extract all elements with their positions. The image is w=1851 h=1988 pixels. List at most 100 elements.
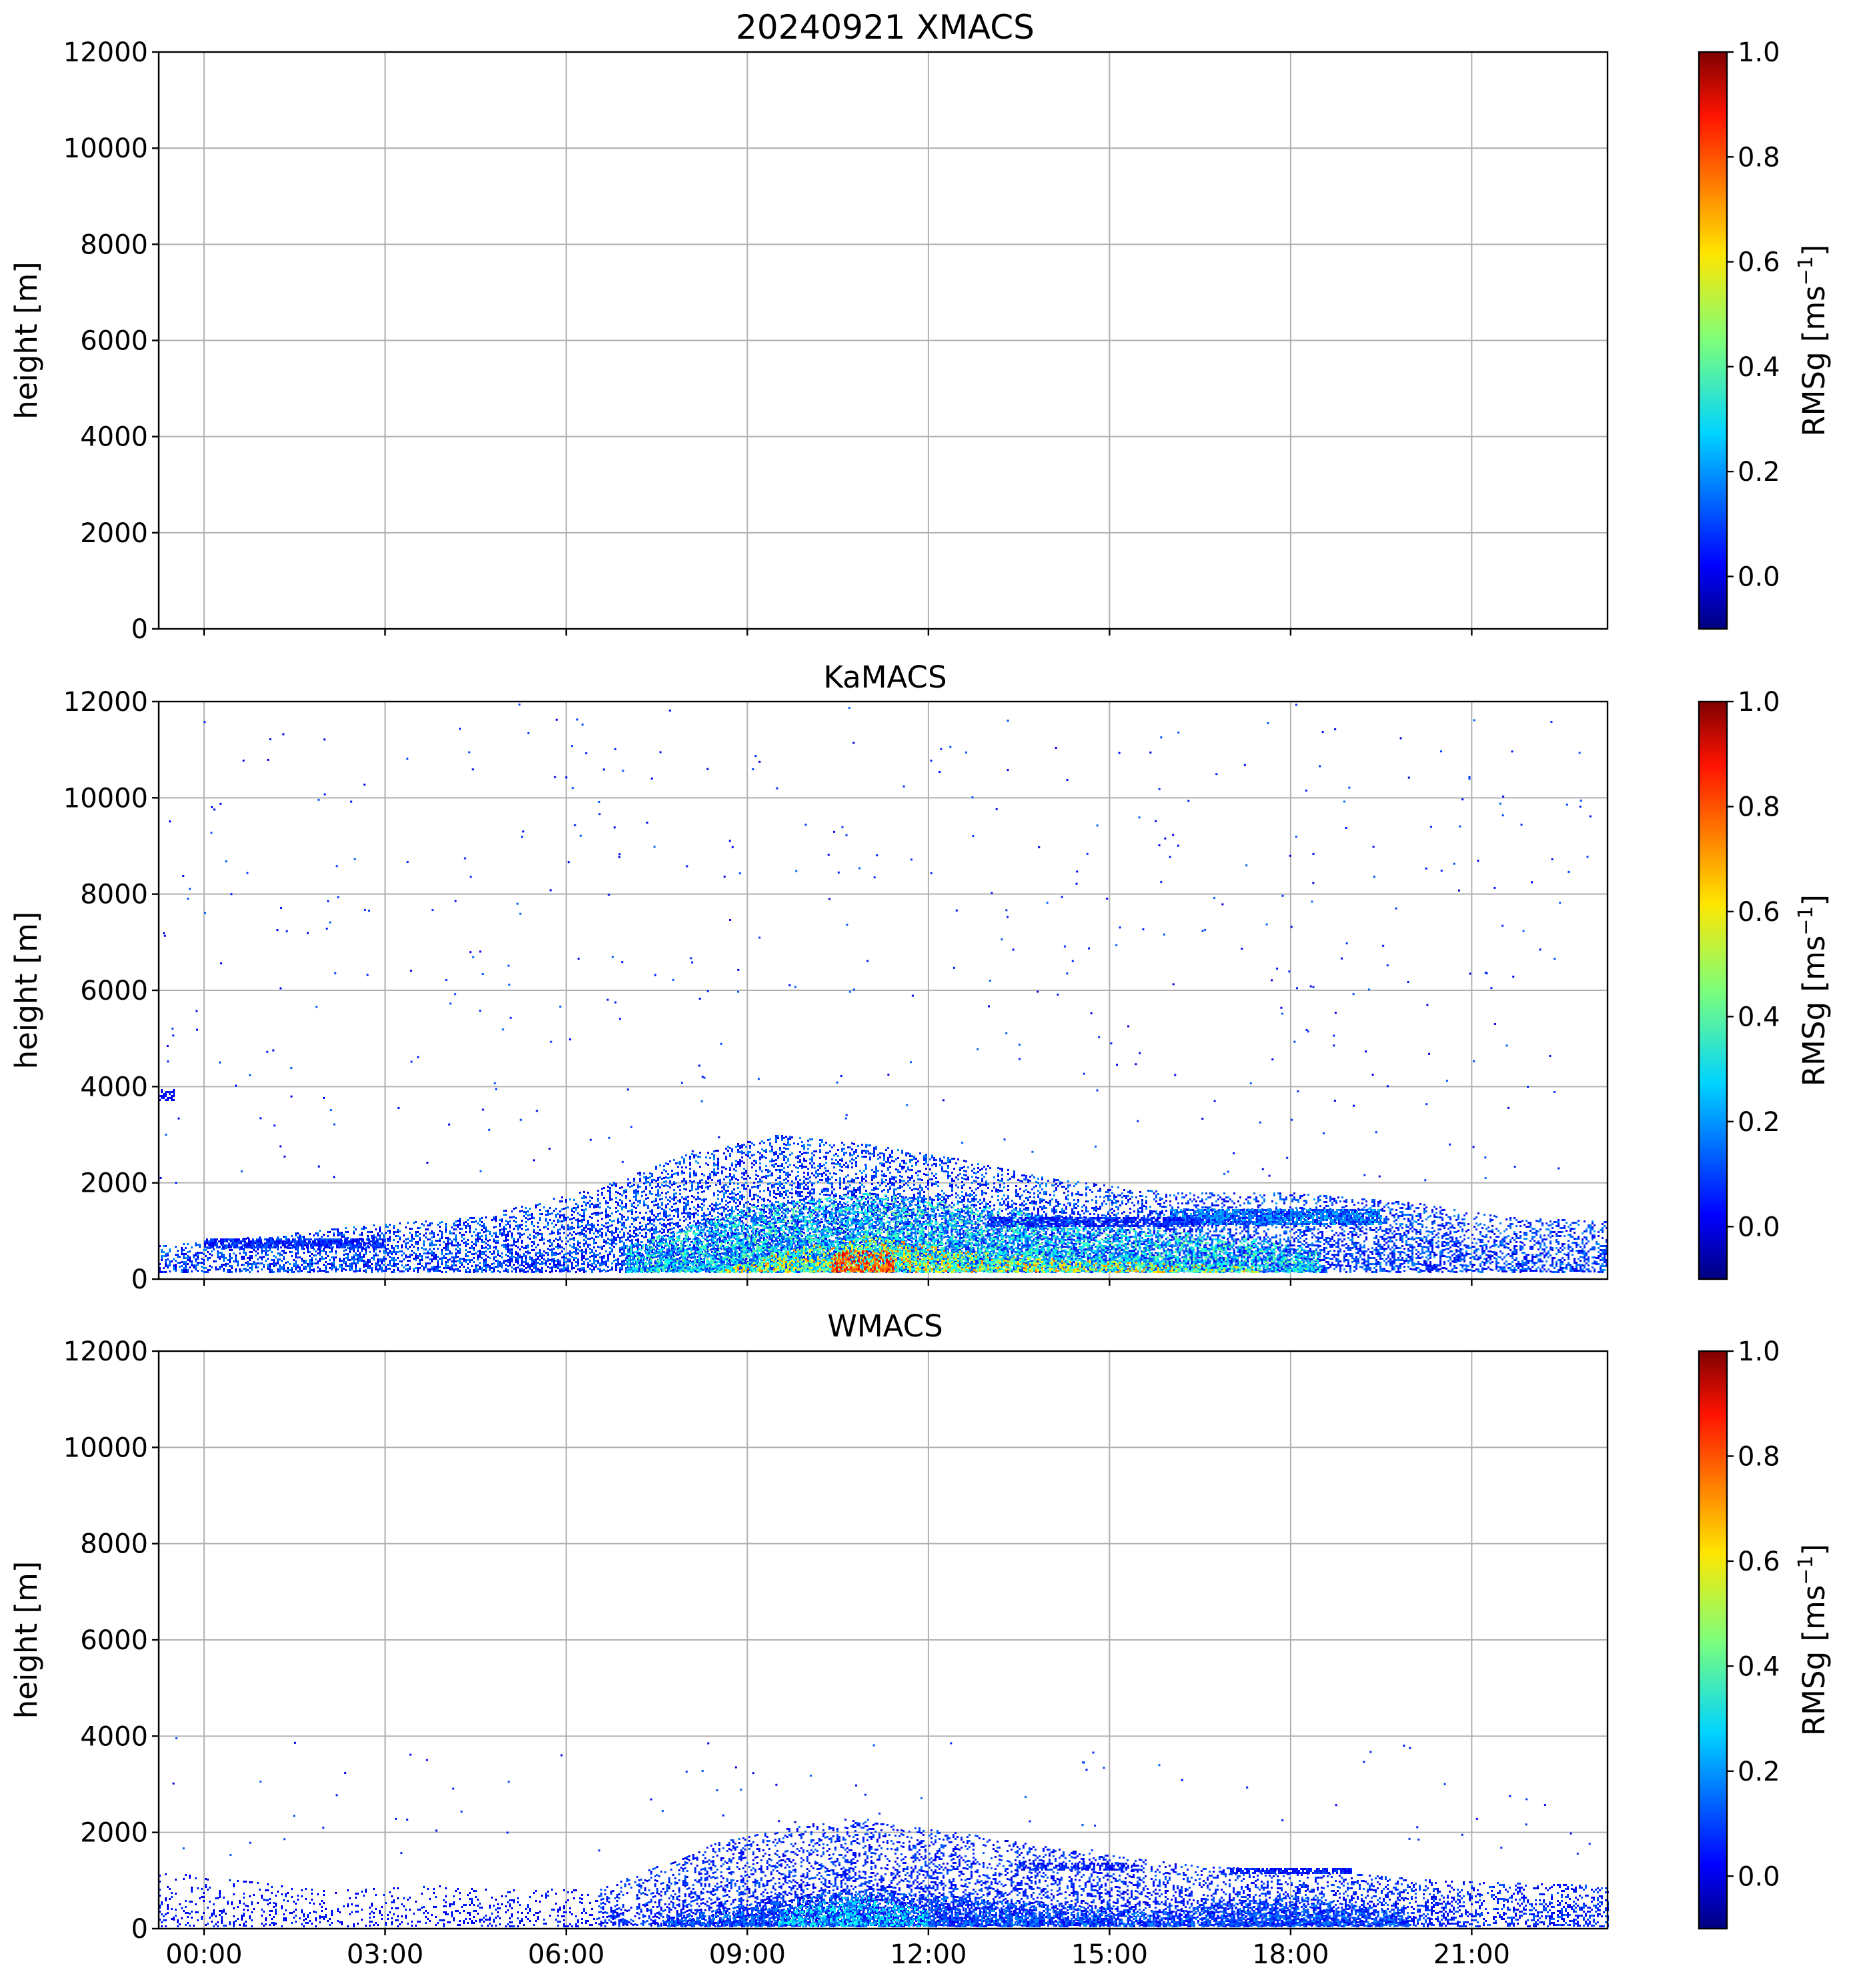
heatmap-cell	[475, 1266, 477, 1268]
heatmap-cell	[187, 1243, 189, 1245]
heatmap-cell	[673, 1199, 675, 1201]
heatmap-cell	[765, 1157, 767, 1159]
heatmap-cell	[272, 1050, 274, 1052]
heatmap-cell	[659, 1198, 661, 1200]
heatmap-cell	[457, 1244, 459, 1246]
heatmap-cell	[657, 1193, 659, 1195]
heatmap-cell	[1174, 1074, 1176, 1076]
heatmap-cell	[671, 1246, 673, 1248]
heatmap-cell	[583, 1243, 585, 1245]
heatmap-cell	[393, 1233, 395, 1235]
heatmap-cell	[567, 1266, 569, 1268]
heatmap-cell	[625, 1227, 627, 1229]
heatmap-cell	[725, 1176, 727, 1178]
heatmap-cell	[479, 1252, 481, 1254]
heatmap-cell	[615, 1183, 617, 1185]
heatmap-cell	[241, 1258, 243, 1260]
heatmap-cell	[381, 1232, 383, 1234]
heatmap-cell	[799, 1155, 801, 1157]
heatmap-cell	[649, 1210, 651, 1212]
heatmap-cell	[735, 1178, 737, 1180]
heatmap-cell	[561, 1268, 563, 1270]
heatmap-cell	[1313, 853, 1315, 855]
heatmap-cell	[367, 974, 369, 976]
y-tick-label: 10000	[63, 133, 148, 164]
heatmap-cell	[225, 1265, 227, 1267]
heatmap-cell	[567, 1252, 569, 1254]
heatmap-cell	[801, 1145, 803, 1147]
heatmap-cell	[273, 1271, 275, 1273]
heatmap-cell	[569, 1238, 571, 1240]
heatmap-cell	[645, 1182, 647, 1184]
heatmap-cell	[531, 1215, 533, 1217]
heatmap-cell	[266, 1051, 268, 1053]
heatmap-cell	[651, 1209, 653, 1211]
heatmap-cell	[405, 1264, 407, 1266]
heatmap-cell	[241, 1256, 243, 1258]
heatmap-cell	[503, 1270, 505, 1272]
heatmap-cell	[749, 1141, 751, 1143]
heatmap-cell	[621, 1224, 623, 1226]
heatmap-cell	[182, 875, 184, 877]
heatmap-cell	[773, 1152, 775, 1154]
heatmap-cell	[283, 1258, 285, 1260]
heatmap-cell	[229, 1253, 231, 1255]
heatmap-cell	[573, 1199, 575, 1201]
heatmap-cell	[459, 1266, 461, 1268]
heatmap-cell	[797, 1143, 799, 1145]
heatmap-cell	[431, 1232, 433, 1234]
heatmap-cell	[537, 1232, 539, 1234]
heatmap-cell	[433, 1248, 435, 1250]
heatmap-cell	[633, 1230, 635, 1232]
heatmap-cell	[539, 1255, 541, 1257]
heatmap-cell	[495, 1234, 497, 1236]
heatmap-cell	[385, 1224, 387, 1226]
heatmap-cell	[577, 1260, 579, 1262]
heatmap-cell	[713, 1162, 715, 1164]
heatmap-cell	[619, 1221, 621, 1223]
heatmap-cell	[483, 1265, 485, 1267]
heatmap-cell	[703, 1224, 705, 1226]
heatmap-cell	[617, 1228, 619, 1230]
heatmap-cell	[1269, 1175, 1271, 1177]
heatmap-cell	[537, 1222, 539, 1224]
heatmap-cell	[393, 1257, 395, 1259]
heatmap-cell	[398, 1107, 400, 1109]
heatmap-cell	[749, 1147, 751, 1149]
heatmap-cell	[359, 1256, 361, 1258]
heatmap-cell	[391, 1265, 393, 1267]
heatmap-cell	[615, 1265, 617, 1267]
heatmap-cell	[679, 1219, 681, 1221]
heatmap-cell	[465, 1243, 467, 1245]
heatmap-cell	[665, 1192, 667, 1194]
heatmap-cell	[743, 1206, 745, 1208]
heatmap-cell	[595, 1230, 597, 1232]
heatmap-cell	[343, 1258, 345, 1260]
heatmap-cell	[251, 1263, 253, 1265]
heatmap-cell	[799, 1165, 801, 1167]
heatmap-cell	[409, 1246, 411, 1248]
heatmap-cell	[691, 962, 693, 964]
heatmap-cell	[761, 1154, 763, 1156]
heatmap-cell	[321, 1270, 323, 1272]
heatmap-cell	[406, 758, 408, 760]
heatmap-cell	[567, 1268, 569, 1270]
heatmap-cell	[599, 1234, 601, 1236]
heatmap-cell	[495, 1266, 497, 1268]
heatmap-cell	[799, 1187, 801, 1189]
heatmap-cell	[447, 1265, 449, 1267]
heatmap-cell	[225, 1263, 227, 1265]
heatmap-cell	[363, 1260, 365, 1262]
heatmap-cell	[467, 1259, 469, 1261]
heatmap-cell	[337, 1230, 339, 1232]
heatmap-cell	[469, 1271, 471, 1273]
heatmap-cell	[585, 1226, 587, 1228]
heatmap-cell	[335, 1250, 337, 1252]
heatmap-cell	[515, 1269, 517, 1271]
heatmap-cell	[940, 748, 942, 750]
heatmap-cell	[789, 1144, 791, 1146]
heatmap-cell	[603, 1269, 605, 1271]
heatmap-cell	[551, 1232, 553, 1234]
heatmap-cell	[263, 1250, 265, 1252]
heatmap-cell	[691, 1201, 693, 1203]
